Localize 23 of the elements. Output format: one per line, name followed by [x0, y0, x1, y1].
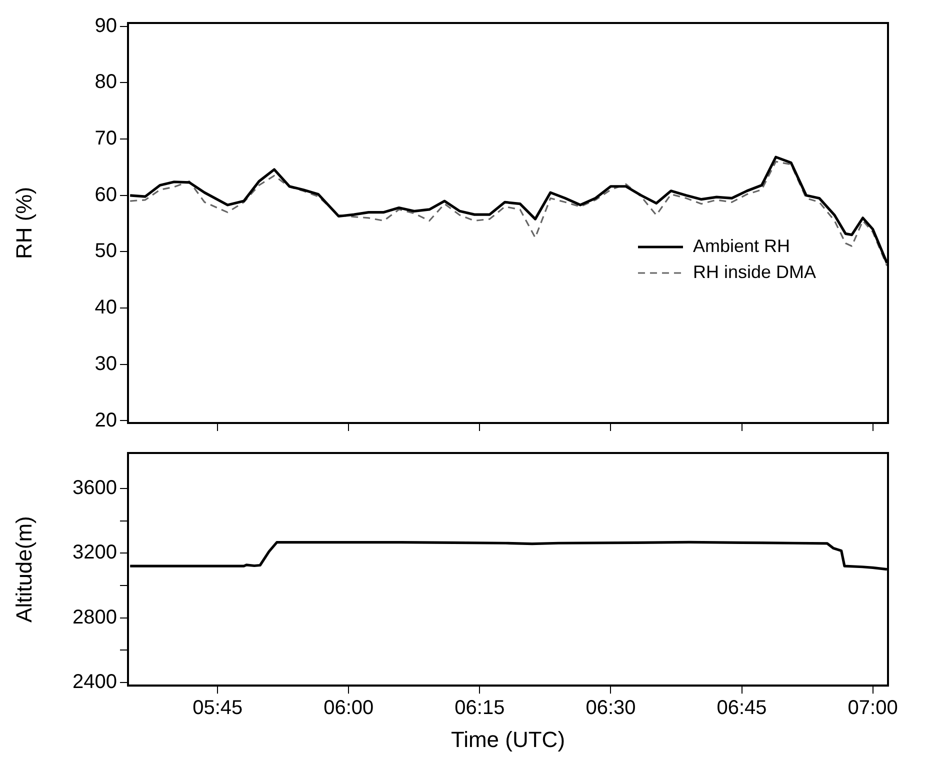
x-tick-label: 06:00	[324, 697, 374, 720]
y-tick-label: 30	[94, 352, 117, 375]
y-tick-label: 20	[94, 409, 117, 432]
y-tick-label: 70	[94, 128, 117, 150]
x-tick-label: 06:15	[454, 697, 505, 720]
y-tick-label: 2800	[72, 606, 117, 628]
legend-label: Ambient RH	[693, 236, 790, 256]
y-tick-label: 2400	[72, 670, 117, 693]
y-tick-label: 90	[94, 14, 117, 37]
legend-label: RH inside DMA	[693, 262, 816, 282]
x-tick-label: 06:45	[716, 697, 767, 720]
x-tick-label: 07:00	[848, 697, 898, 720]
y-axis-title: Altitude(m)	[11, 516, 36, 622]
x-tick-label: 05:45	[192, 697, 243, 720]
x-axis-title: Time (UTC)	[450, 726, 566, 752]
y-tick-label: 60	[94, 184, 117, 206]
x-tick-label: 06:30	[586, 697, 636, 720]
y-tick-label: 40	[94, 296, 117, 319]
y-axis-title: RH (%)	[11, 186, 36, 260]
y-tick-label: 50	[94, 240, 117, 262]
y-tick-label: 3200	[72, 542, 117, 564]
y-tick-label: 3600	[72, 477, 117, 500]
y-tick-label: 80	[94, 71, 117, 94]
